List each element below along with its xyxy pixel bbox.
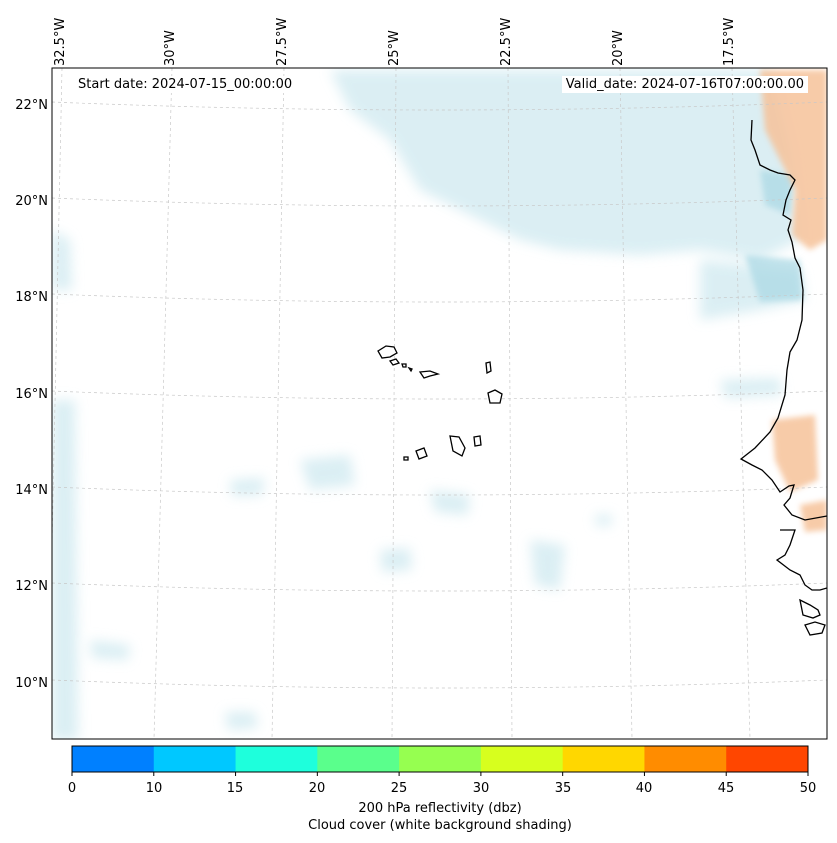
lat-label: 16°N	[15, 387, 48, 402]
colorbar-segment	[72, 746, 155, 772]
start-date-label: Start date: 2024-07-15_00:00:00	[74, 76, 297, 93]
lon-label: 30°W	[163, 30, 178, 66]
lon-label: 22.5°W	[499, 17, 514, 66]
lat-label: 20°N	[15, 194, 48, 209]
colorbar-label: 200 hPa reflectivity (dbz)	[358, 801, 522, 816]
graticule	[52, 68, 827, 739]
reflectivity-shading	[760, 70, 827, 532]
lon-label: 25°W	[387, 30, 402, 66]
lon-label: 27.5°W	[275, 17, 290, 66]
lat-label: 22°N	[15, 98, 48, 113]
colorbar-tick-label: 25	[390, 781, 408, 796]
colorbar-tick-label: 40	[635, 781, 653, 796]
lat-label: 12°N	[15, 579, 48, 594]
colorbar-tick-label: 45	[717, 781, 735, 796]
colorbar-segment	[235, 746, 318, 772]
colorbar	[71, 745, 809, 776]
colorbar-segment	[399, 746, 482, 772]
colorbar-sublabel: Cloud cover (white background shading)	[308, 818, 572, 833]
colorbar-segment	[726, 746, 809, 772]
lat-label: 18°N	[15, 290, 48, 305]
valid-date-label: Valid_date: 2024-07-16T07:00:00.00	[561, 76, 808, 93]
colorbar-tick-label: 35	[554, 781, 572, 796]
colorbar-tick-label: 50	[799, 781, 817, 796]
colorbar-tick-label: 15	[226, 781, 244, 796]
colorbar-tick-label: 20	[308, 781, 326, 796]
colorbar-tick-label: 10	[145, 781, 163, 796]
lat-label: 14°N	[15, 483, 48, 498]
colorbar-segment	[153, 746, 237, 772]
colorbar-segment	[317, 746, 400, 772]
cloud-cover-core	[745, 170, 803, 302]
colorbar-segment	[480, 746, 564, 772]
cabo-verde-islands	[377, 345, 503, 461]
coastline	[739, 119, 827, 636]
lon-label: 20°W	[611, 30, 626, 66]
lon-label: 32.5°W	[53, 17, 68, 66]
lon-label: 17.5°W	[722, 17, 737, 66]
colorbar-segment	[644, 746, 727, 772]
colorbar-tick-label: 30	[472, 781, 490, 796]
map-frame	[51, 67, 828, 740]
colorbar-segment	[562, 746, 645, 772]
lat-label: 10°N	[15, 676, 48, 691]
colorbar-tick-label: 0	[67, 781, 77, 796]
